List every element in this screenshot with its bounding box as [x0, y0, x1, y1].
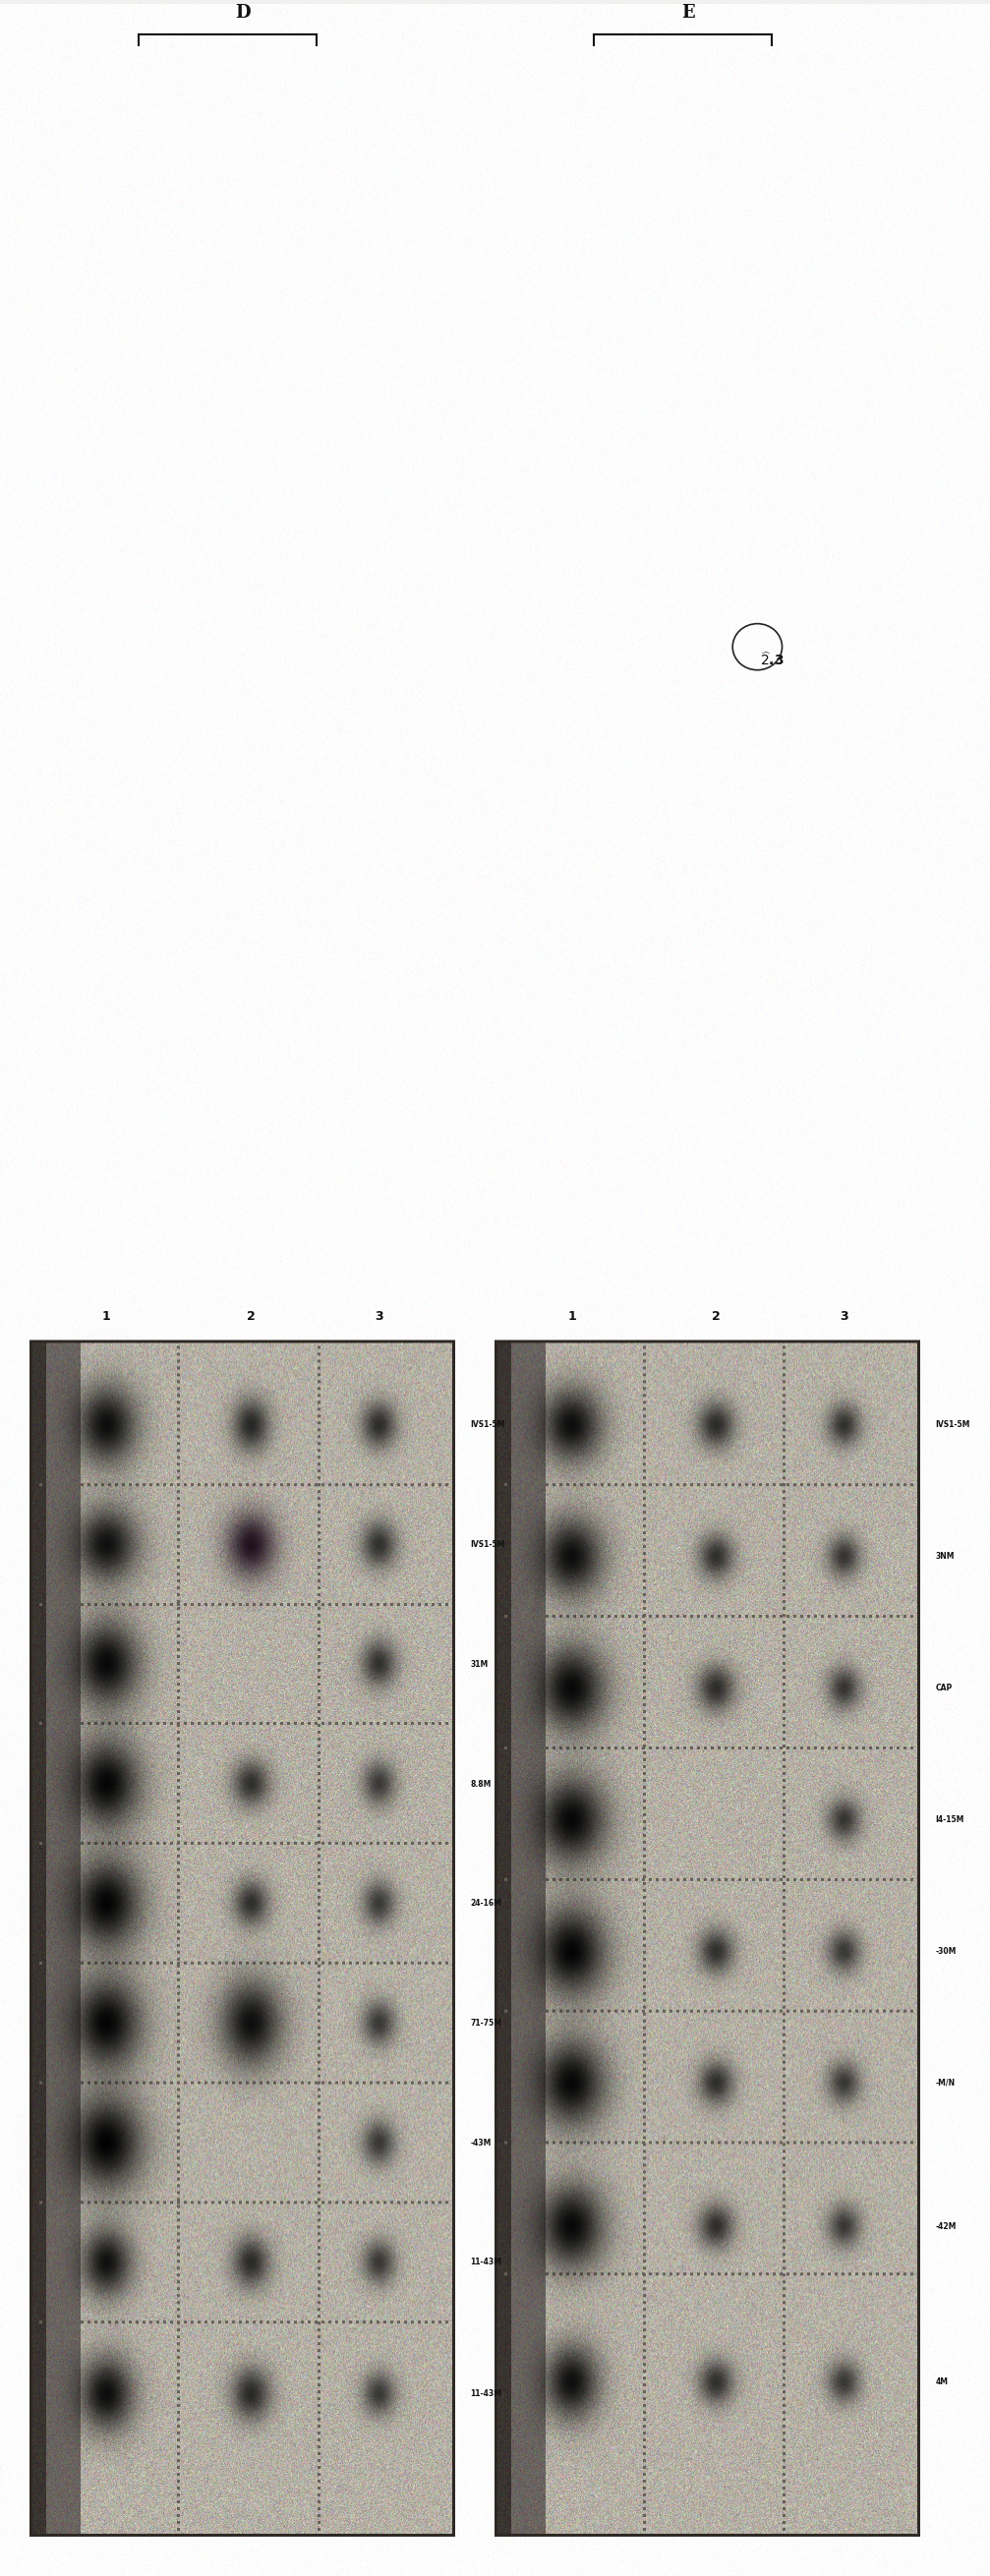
Text: CAP: CAP	[936, 1685, 952, 1692]
Text: E: E	[681, 5, 695, 21]
Text: 31M: 31M	[470, 1659, 488, 1669]
Text: IVS1-5M: IVS1-5M	[470, 1540, 505, 1548]
Text: $\widehat{2}$.3: $\widehat{2}$.3	[760, 652, 784, 667]
Text: 71-75M: 71-75M	[470, 2020, 502, 2027]
Text: 24-16M: 24-16M	[470, 1899, 502, 1909]
Text: 11-43M: 11-43M	[470, 2391, 502, 2398]
Text: -M/N: -M/N	[936, 2079, 955, 2087]
Text: IVS1-5M: IVS1-5M	[470, 1419, 505, 1430]
Text: 2: 2	[712, 1311, 721, 1324]
Text: 3NM: 3NM	[936, 1553, 954, 1561]
Text: 1: 1	[102, 1311, 111, 1324]
Text: -42M: -42M	[936, 2223, 956, 2231]
Text: 3: 3	[840, 1311, 848, 1324]
Text: IVS1-5M: IVS1-5M	[936, 1419, 970, 1430]
Text: D: D	[235, 5, 250, 21]
Text: I4-15M: I4-15M	[936, 1816, 964, 1824]
Text: 2: 2	[247, 1311, 255, 1324]
Text: 4M: 4M	[936, 2378, 948, 2385]
Text: 11-43M: 11-43M	[470, 2259, 502, 2267]
Text: -43M: -43M	[470, 2138, 491, 2148]
Text: 8.8M: 8.8M	[470, 1780, 491, 1788]
Text: 3: 3	[374, 1311, 383, 1324]
Text: 1: 1	[567, 1311, 576, 1324]
Text: -30M: -30M	[936, 1947, 956, 1955]
